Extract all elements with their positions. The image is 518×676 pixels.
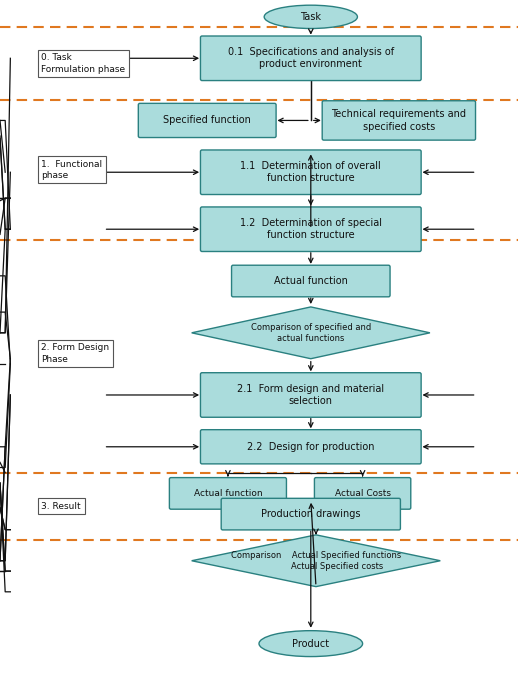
Text: Technical requirements and
specified costs: Technical requirements and specified cos… — [332, 110, 466, 132]
FancyBboxPatch shape — [200, 207, 421, 251]
Text: Actual function: Actual function — [194, 489, 262, 498]
FancyBboxPatch shape — [200, 372, 421, 417]
FancyBboxPatch shape — [200, 430, 421, 464]
Text: Specified function: Specified function — [163, 116, 251, 126]
Polygon shape — [192, 307, 430, 359]
Text: 2. Form Design
Phase: 2. Form Design Phase — [41, 343, 110, 364]
Text: Production drawings: Production drawings — [261, 509, 361, 519]
Text: Comparison of specified and
actual functions: Comparison of specified and actual funct… — [251, 322, 371, 343]
Text: 1.2  Determination of special
function structure: 1.2 Determination of special function st… — [240, 218, 382, 241]
Text: Comparison    Actual Specified functions
                Actual Specified costs: Comparison Actual Specified functions Ac… — [231, 551, 401, 571]
Text: Product: Product — [292, 639, 329, 648]
Text: Task: Task — [300, 12, 321, 22]
Text: Actual Costs: Actual Costs — [335, 489, 391, 498]
FancyBboxPatch shape — [232, 265, 390, 297]
FancyBboxPatch shape — [314, 478, 411, 509]
FancyBboxPatch shape — [138, 103, 276, 137]
Text: Actual function: Actual function — [274, 276, 348, 286]
Text: 0. Task
Formulation phase: 0. Task Formulation phase — [41, 53, 125, 74]
FancyBboxPatch shape — [200, 150, 421, 195]
FancyBboxPatch shape — [322, 101, 476, 140]
Ellipse shape — [259, 631, 363, 656]
Ellipse shape — [264, 5, 357, 28]
Polygon shape — [192, 535, 440, 587]
Text: 1.1  Determination of overall
function structure: 1.1 Determination of overall function st… — [240, 161, 381, 183]
FancyBboxPatch shape — [169, 478, 286, 509]
Text: 0.1  Specifications and analysis of
product environment: 0.1 Specifications and analysis of produ… — [228, 47, 394, 70]
FancyBboxPatch shape — [200, 36, 421, 80]
Text: 3. Result: 3. Result — [41, 502, 81, 511]
Text: 2.2  Design for production: 2.2 Design for production — [247, 442, 375, 452]
FancyBboxPatch shape — [221, 498, 400, 530]
Text: 1.  Functional
phase: 1. Functional phase — [41, 160, 103, 180]
Text: 2.1  Form design and material
selection: 2.1 Form design and material selection — [237, 384, 384, 406]
